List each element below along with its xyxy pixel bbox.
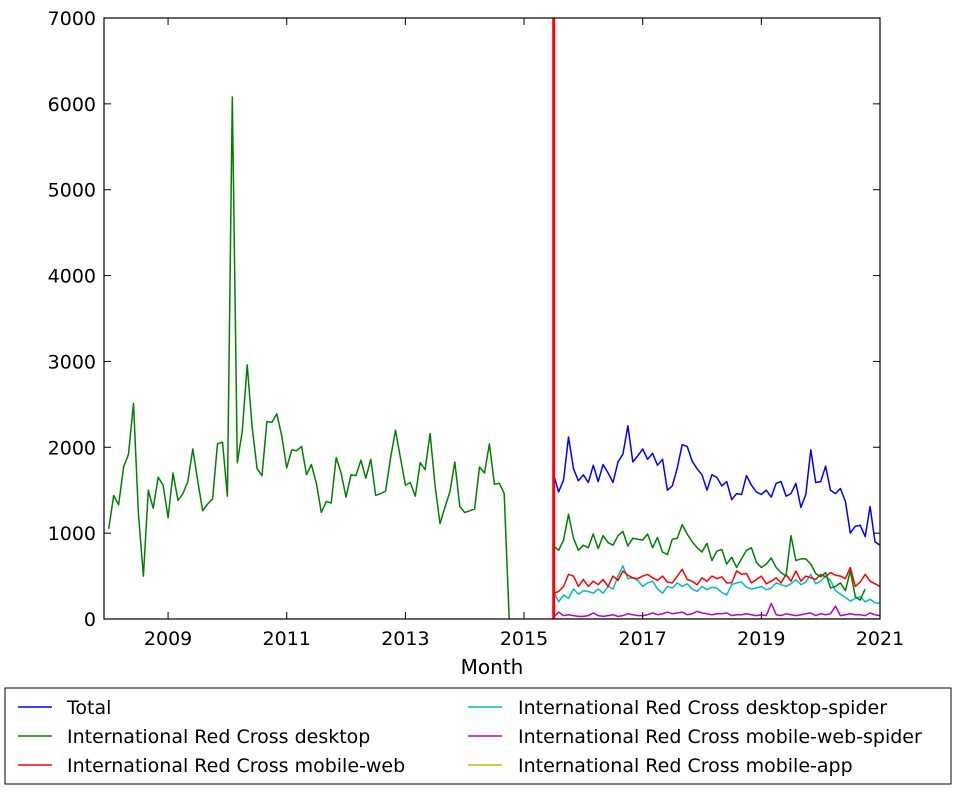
series-line-3 — [553, 565, 880, 605]
x-tick-label: 2015 — [500, 628, 548, 650]
legend-label: International Red Cross mobile-web — [67, 755, 405, 777]
y-tick-label: 2000 — [48, 437, 96, 459]
y-tick-label: 1000 — [48, 523, 96, 545]
series-line-1 — [107, 96, 866, 619]
x-tick-label: 2013 — [381, 628, 429, 650]
x-tick-label: 2011 — [263, 628, 311, 650]
y-tick-label: 7000 — [48, 8, 96, 30]
x-tick-label: 2019 — [737, 628, 785, 650]
legend-label: International Red Cross desktop-spider — [518, 697, 887, 719]
series-line-4 — [553, 602, 880, 618]
plot-frame — [103, 17, 881, 620]
x-tick-label: 2017 — [619, 628, 667, 650]
legend-label: International Red Cross mobile-app — [518, 755, 853, 777]
series-line-2 — [553, 566, 880, 594]
y-tick-label: 4000 — [48, 266, 96, 288]
axes: 2009 2011 2013 2015 2017 2019 2021 0 1000 2000 300… — [48, 8, 905, 650]
y-tick-label: 6000 — [48, 94, 96, 116]
legend-label: International Red Cross mobile-web-spide… — [518, 726, 922, 748]
series-line-0 — [552, 425, 880, 546]
y-tick-label: 3000 — [48, 351, 96, 373]
x-axis-label: Month — [461, 655, 524, 679]
y-tick-label: 5000 — [48, 180, 96, 202]
plot-area — [107, 18, 880, 619]
legend-label: Total — [66, 697, 111, 719]
legend: Total International Red Cross desktop Inte… — [4, 687, 952, 785]
x-tick-label: 2009 — [144, 628, 192, 650]
x-tick-label: 2021 — [856, 628, 904, 650]
y-tick-label: 0 — [84, 609, 96, 631]
legend-label: International Red Cross desktop — [67, 726, 370, 748]
